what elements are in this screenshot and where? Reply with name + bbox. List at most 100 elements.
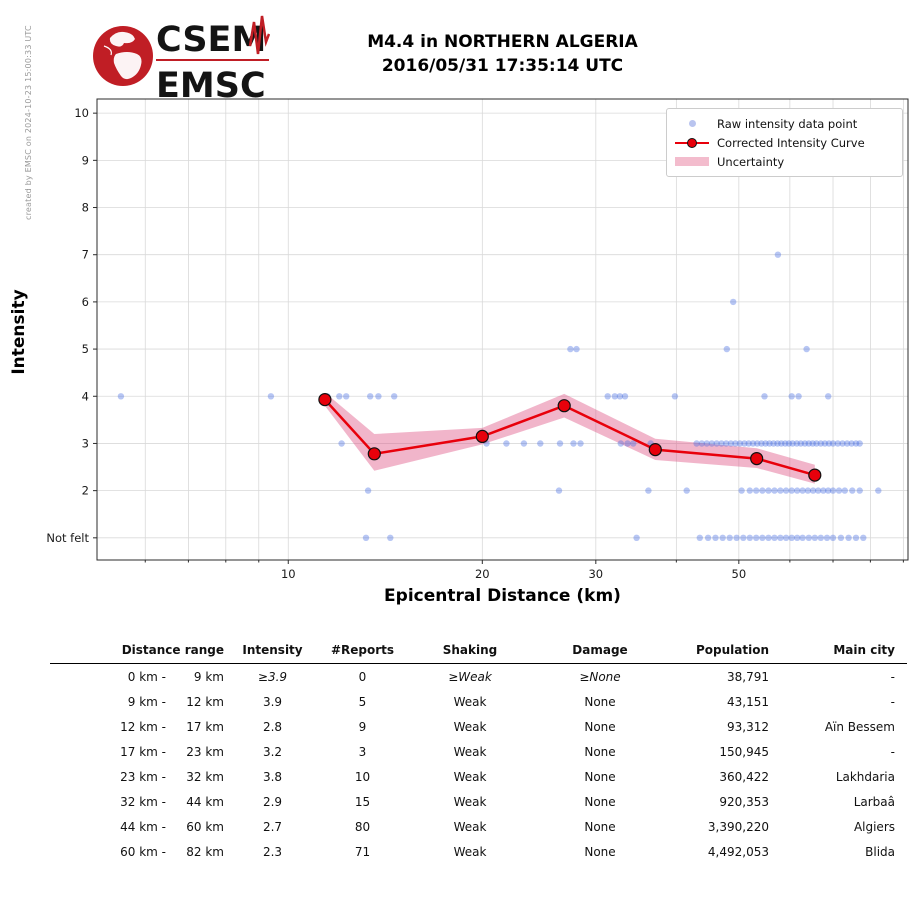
cell-shaking: Weak	[453, 794, 487, 809]
raw-intensity-point	[875, 487, 882, 494]
curve-marker	[367, 447, 381, 461]
chart-legend: Raw intensity data point Corrected Inten…	[666, 108, 903, 177]
raw-intensity-point	[860, 534, 867, 541]
uncertainty-band	[324, 392, 815, 484]
raw-intensity-point	[683, 487, 690, 494]
raw-intensity-point	[754, 440, 761, 447]
raw-intensity-point	[704, 534, 712, 541]
table-row: 32 km -44 km 2.9 15 Weak None 920,353 Larbaâ	[50, 789, 907, 814]
raw-intensity-point	[799, 487, 806, 494]
raw-intensity-point	[793, 440, 800, 447]
x-tick-label: 50	[732, 567, 747, 581]
table-row: 17 km -23 km 3.2 3 Weak None 150,945 -	[50, 739, 907, 764]
raw-intensity-point	[778, 440, 785, 447]
intensity-distance-chart: Not felt 2 3 4 5 6 7 8 9 10 10 20 30 50	[46, 98, 909, 581]
y-tick-label: 6	[82, 295, 89, 309]
column-header-main-city: Main city	[775, 640, 907, 664]
globe-europe-shape	[109, 31, 135, 47]
curve-marker-icon	[687, 137, 697, 148]
cell-reports: 0	[358, 669, 367, 684]
raw-intensity-point	[367, 393, 374, 400]
cell-damage: None	[584, 719, 616, 734]
raw-intensity-point	[835, 487, 843, 494]
table-row: 0 km -9 km ≥3.9 0 ≥Weak ≥None 38,791 -	[50, 664, 907, 690]
cell-damage: None	[584, 794, 616, 809]
column-header-distance-range: Distance range	[50, 640, 230, 664]
raw-intensity-point	[719, 534, 726, 541]
raw-intensity-point	[794, 534, 801, 541]
raw-intensity-point	[839, 440, 846, 447]
raw-intensity-point	[693, 440, 700, 447]
cell-damage: None	[584, 694, 616, 709]
raw-intensity-point	[267, 393, 275, 400]
cell-damage: ≥None	[579, 669, 621, 684]
raw-intensity-point	[556, 440, 564, 447]
raw-intensity-point	[703, 440, 710, 447]
raw-intensity-point	[813, 440, 820, 447]
curve-marker	[475, 429, 489, 443]
raw-intensity-point	[852, 440, 860, 447]
cell-shaking: Weak	[453, 819, 487, 834]
curve-marker	[557, 399, 571, 413]
title-event-magnitude-region: M4.4 in NORTHERN ALGERIA	[367, 32, 638, 52]
cell-intensity: 3.2	[262, 744, 283, 759]
raw-intensity-point	[809, 440, 816, 447]
cell-main-city: Aïn Bessem	[824, 719, 895, 734]
raw-intensity-point	[837, 534, 845, 541]
raw-intensity-point	[829, 534, 837, 541]
raw-intensity-point	[774, 440, 781, 447]
cell-reports: 3	[358, 744, 367, 759]
cell-reports: 15	[354, 794, 371, 809]
curve-marker	[648, 443, 662, 457]
raw-intensity-point	[537, 440, 544, 447]
raw-intensity-point	[811, 534, 818, 541]
legend-marker	[675, 136, 709, 150]
cell-main-city: Blida	[865, 844, 895, 859]
legend-label-uncertainty: Uncertainty	[717, 154, 785, 169]
cell-distance-range: 32 km -44 km	[120, 794, 224, 809]
raw-intensity-point	[520, 440, 528, 447]
legend-item-raw: Raw intensity data point	[675, 114, 894, 133]
raw-intensity-point	[852, 534, 860, 541]
raw-intensity-point	[633, 534, 640, 541]
raw-intensity-point	[805, 440, 812, 447]
raw-intensity-point	[712, 534, 719, 541]
cell-population: 3,390,220	[707, 819, 769, 834]
table-row: 23 km -32 km 3.8 10 Weak None 360,422 Lakhdari…	[50, 764, 907, 789]
cell-damage: None	[584, 844, 616, 859]
cell-population: 4,492,053	[707, 844, 769, 859]
cell-intensity: ≥3.9	[257, 669, 288, 684]
raw-intensity-point	[645, 487, 652, 494]
cell-intensity: 2.8	[262, 719, 283, 734]
cell-population: 93,312	[727, 719, 769, 734]
raw-intensity-point	[843, 440, 851, 447]
cell-population: 360,422	[719, 769, 769, 784]
raw-intensity-point	[567, 345, 574, 353]
cell-reports: 10	[354, 769, 371, 784]
raw-intensity-point	[761, 393, 768, 400]
cell-shaking: Weak	[453, 694, 487, 709]
raw-intensity-point	[803, 345, 810, 353]
raw-intensity-point	[503, 440, 510, 447]
cell-intensity: 3.9	[262, 694, 283, 709]
cell-reports: 80	[354, 819, 371, 834]
raw-intensity-point	[765, 487, 772, 494]
raw-intensity-point	[570, 440, 577, 447]
raw-intensity-point	[797, 440, 804, 447]
cell-population: 43,151	[727, 694, 769, 709]
raw-intensity-point	[782, 440, 789, 447]
raw-intensity-point	[617, 440, 624, 447]
raw-intensity-point	[727, 440, 735, 447]
raw-intensity-point	[364, 487, 372, 494]
raw-intensity-point	[698, 440, 705, 447]
raw-intensity-point	[782, 534, 790, 541]
raw-intensity-point	[749, 440, 757, 447]
raw-intensity-point	[671, 393, 679, 400]
raw-intensity-point	[736, 440, 744, 447]
cell-intensity: 2.3	[262, 844, 283, 859]
column-header-damage: Damage	[530, 640, 670, 664]
cell-shaking: Weak	[453, 744, 487, 759]
raw-intensity-point	[856, 440, 863, 447]
cell-distance-range: 9 km -12 km	[127, 694, 224, 709]
